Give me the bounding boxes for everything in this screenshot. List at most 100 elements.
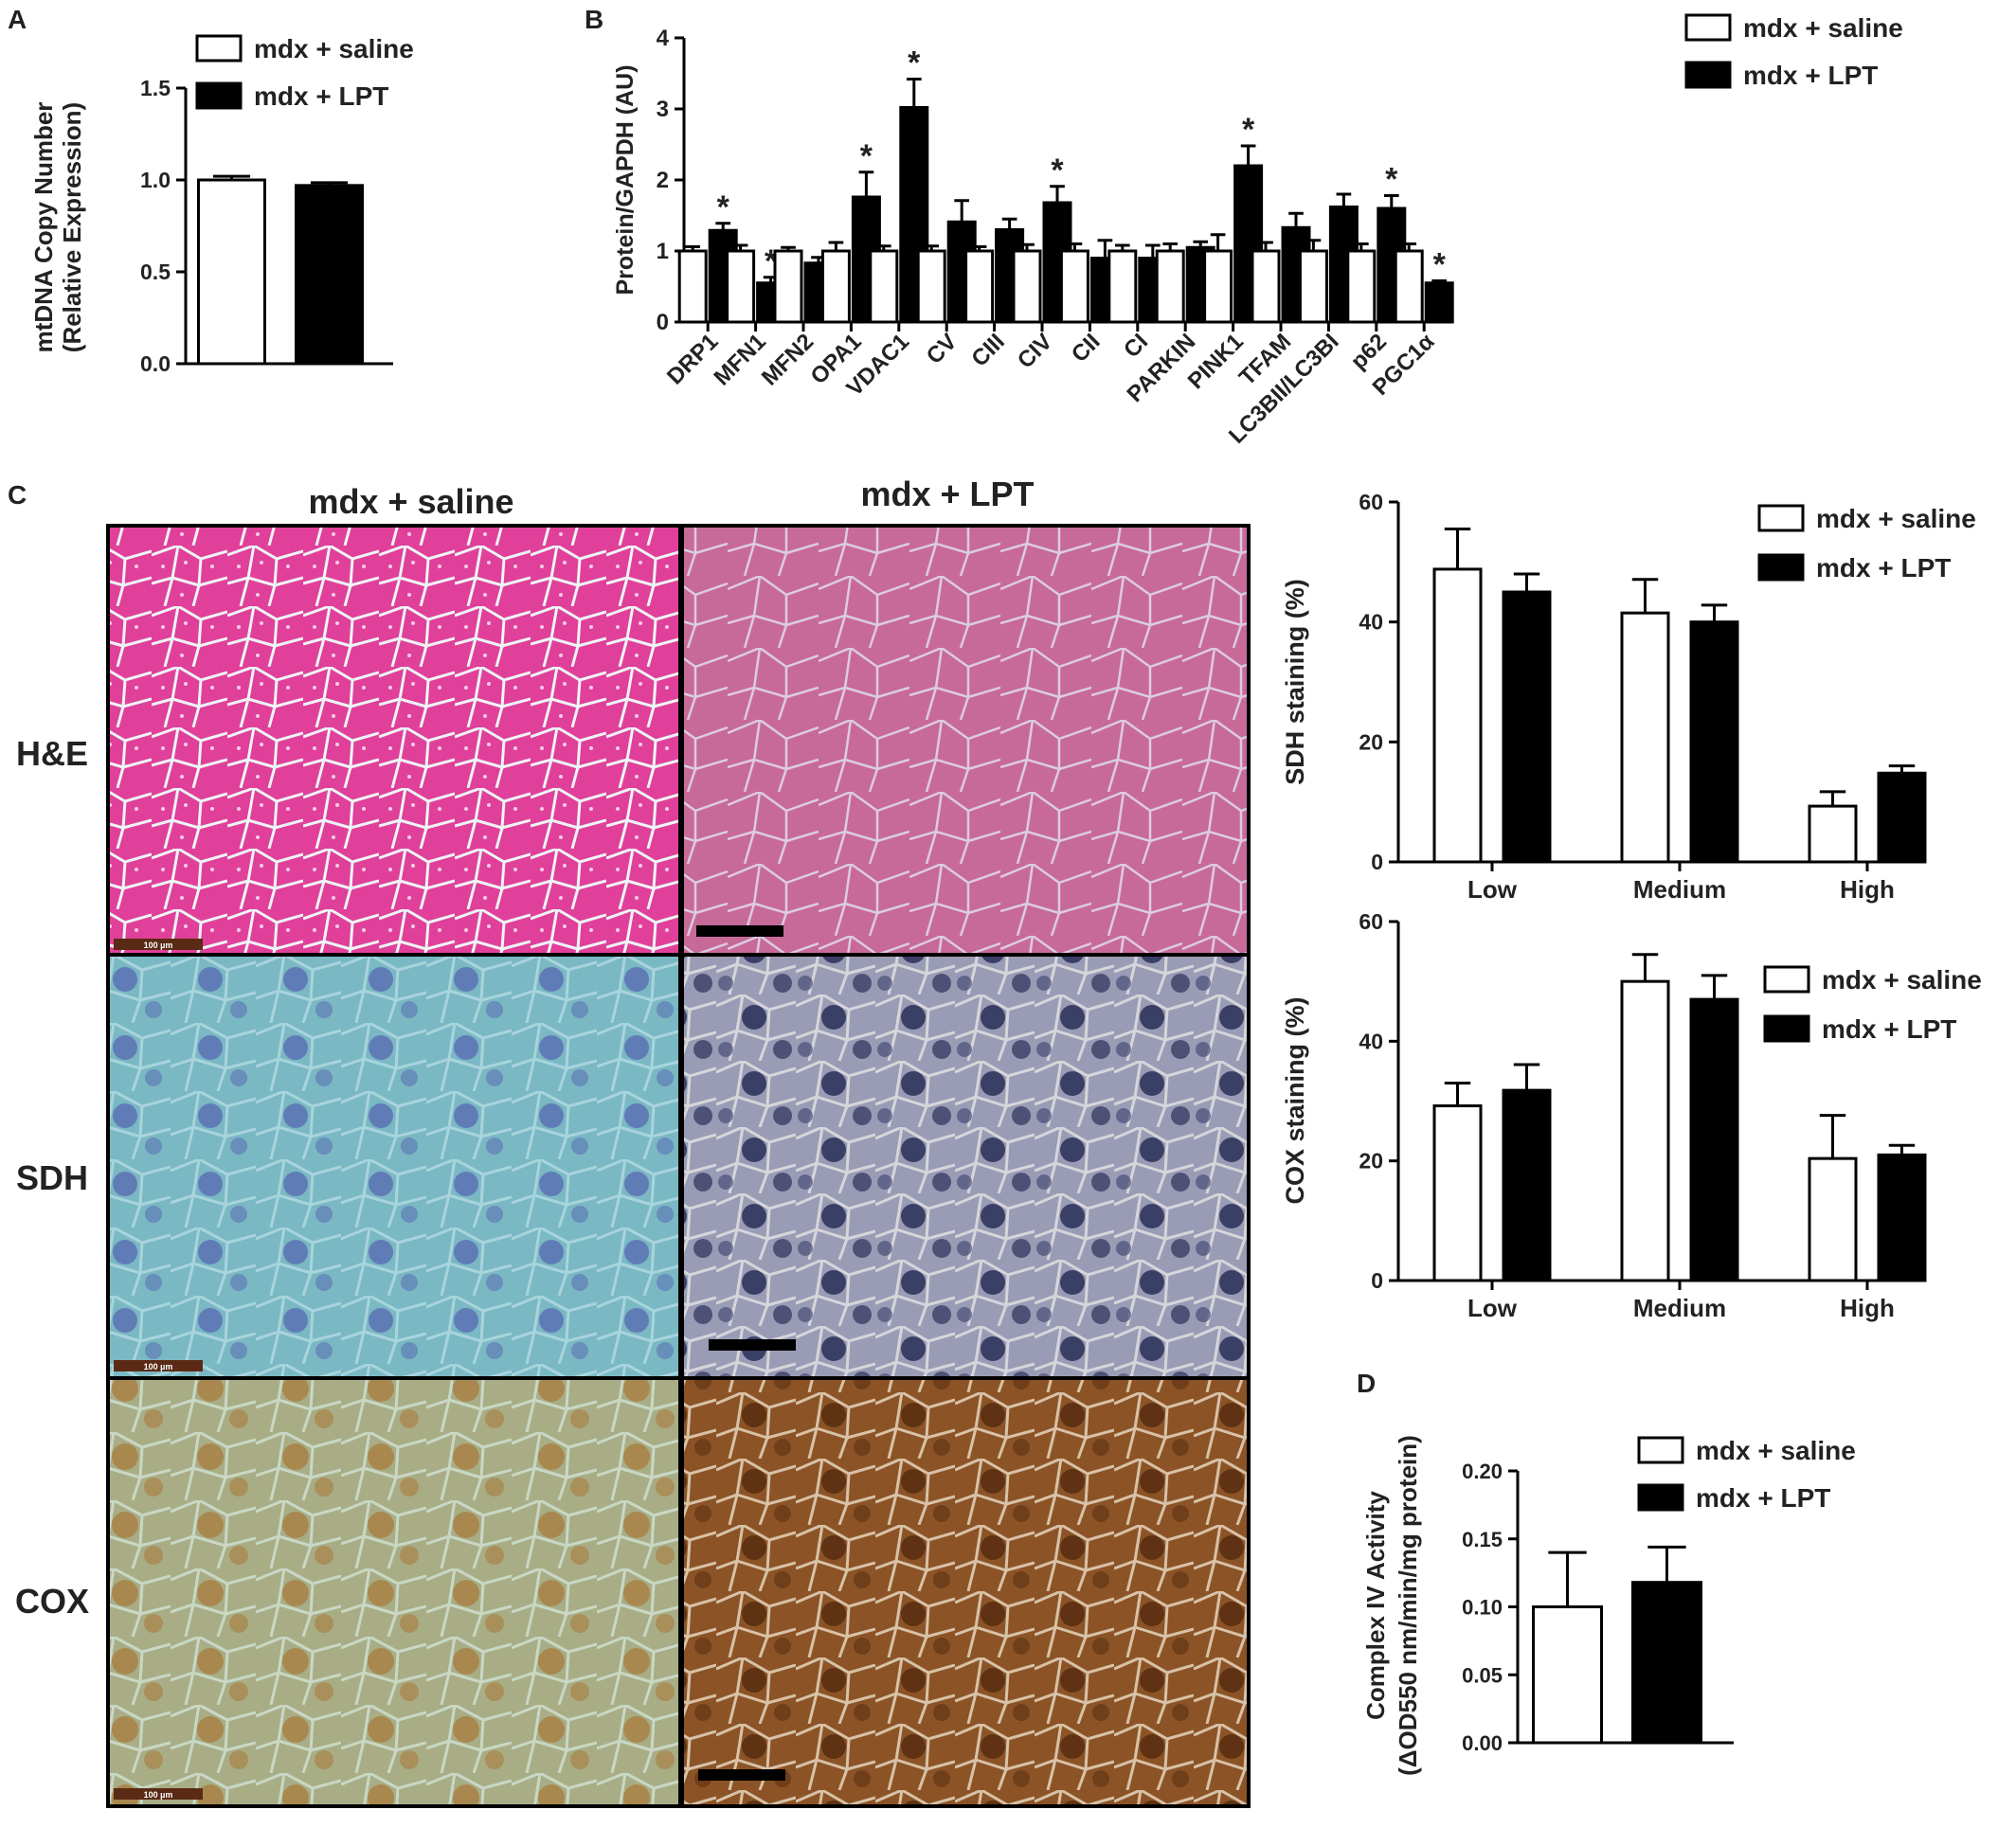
legend-label-saline: mdx + saline bbox=[254, 34, 414, 63]
bar-saline bbox=[869, 249, 899, 324]
row-label-sdh: SDH bbox=[16, 1158, 88, 1197]
legend-swatch-lpt bbox=[1757, 553, 1805, 582]
y-tick-label: 20 bbox=[1359, 1149, 1383, 1174]
bar-saline bbox=[1620, 979, 1670, 1282]
panel-label-b: B bbox=[585, 5, 603, 34]
bar-lpt bbox=[1877, 1153, 1927, 1282]
bar-lpt bbox=[1424, 281, 1454, 324]
y-tick-label: 0.0 bbox=[140, 351, 171, 376]
legend-swatch-lpt bbox=[1763, 1014, 1810, 1043]
bar-saline bbox=[1107, 249, 1138, 324]
y-axis-label: mtDNA Copy Number bbox=[29, 102, 58, 353]
scalebar-cox-lpt bbox=[698, 1769, 785, 1781]
x-category-label: High bbox=[1840, 875, 1895, 904]
legend-label-saline: mdx + saline bbox=[1743, 13, 1903, 43]
chart-c-sdh-staining: 0 20 40 60 SDH staining (%) Low Medium High mdx … bbox=[1281, 490, 1976, 904]
x-category-label: Medium bbox=[1633, 875, 1726, 904]
legend-label-lpt: mdx + LPT bbox=[254, 81, 388, 111]
scalebar-cox-saline bbox=[114, 1788, 203, 1800]
significance-star: * bbox=[908, 45, 921, 81]
bar-saline bbox=[677, 249, 708, 324]
x-category-label: CII bbox=[1067, 329, 1106, 367]
bar-saline bbox=[197, 178, 266, 366]
y-axis-label: SDH staining (%) bbox=[1281, 579, 1309, 785]
bar-saline bbox=[1432, 567, 1483, 864]
legend-label-lpt: mdx + LPT bbox=[1822, 1014, 1956, 1044]
micrograph-sdh-saline bbox=[106, 953, 682, 1380]
legend-label-lpt: mdx + LPT bbox=[1696, 1483, 1830, 1513]
y-axis-label: Complex IV Activity bbox=[1361, 1491, 1390, 1720]
y-tick-label: 60 bbox=[1359, 909, 1383, 934]
y-axis-label: COX staining (%) bbox=[1281, 996, 1309, 1204]
bar-lpt bbox=[295, 184, 364, 366]
bar-lpt bbox=[1689, 620, 1739, 864]
legend-swatch-saline bbox=[1763, 965, 1810, 994]
legend-swatch-lpt bbox=[1637, 1483, 1684, 1512]
y-axis-label: (ΔOD550 nm/min/mg protein) bbox=[1394, 1435, 1422, 1776]
bar-saline bbox=[1532, 1605, 1603, 1745]
y-tick-label: 60 bbox=[1359, 490, 1383, 514]
x-category-label: CIII bbox=[966, 329, 1009, 371]
legend-swatch-lpt bbox=[1684, 61, 1732, 89]
x-category-label: High bbox=[1840, 1294, 1895, 1322]
x-category-label: PINK1 bbox=[1183, 329, 1249, 394]
y-tick-label: 1 bbox=[657, 239, 669, 264]
y-tick-label: 20 bbox=[1359, 729, 1383, 754]
significance-star: * bbox=[1385, 162, 1398, 198]
row-label-cox: COX bbox=[15, 1582, 89, 1621]
chart-a-mtdna-copy-number: 0.0 0.5 1.0 1.5 mtDNA Copy Number (Relative E… bbox=[29, 34, 414, 376]
y-tick-label: 0 bbox=[657, 310, 669, 335]
chart-d-complex-iv-activity: 0.00 0.05 0.10 0.15 0.20 Complex IV Activity(… bbox=[1361, 1435, 1856, 1776]
bar-saline bbox=[1251, 249, 1281, 324]
legend-label-lpt: mdx + LPT bbox=[1816, 553, 1951, 582]
x-category-label: MFN2 bbox=[757, 329, 819, 390]
micrograph-cox-saline bbox=[106, 1376, 682, 1808]
bar-saline bbox=[964, 249, 995, 324]
legend-swatch-saline bbox=[1637, 1436, 1684, 1464]
bar-saline bbox=[1298, 249, 1328, 324]
legend-label-saline: mdx + saline bbox=[1816, 504, 1976, 533]
column-header-lpt: mdx + LPT bbox=[860, 475, 1034, 513]
bar-saline bbox=[1620, 611, 1670, 864]
y-tick-label: 0.05 bbox=[1462, 1663, 1503, 1687]
bar-saline bbox=[820, 249, 851, 324]
x-category-label: MFN1 bbox=[710, 329, 771, 390]
panel-label-c: C bbox=[8, 480, 27, 510]
legend-swatch-saline bbox=[195, 34, 243, 63]
legend-label-lpt: mdx + LPT bbox=[1743, 61, 1878, 90]
y-tick-label: 40 bbox=[1359, 610, 1383, 635]
y-tick-label: 4 bbox=[657, 26, 670, 51]
bar-saline bbox=[1059, 249, 1089, 324]
bar-saline bbox=[726, 249, 756, 324]
y-tick-label: 3 bbox=[657, 97, 669, 122]
bar-saline bbox=[1808, 804, 1858, 864]
micrograph-cox-lpt bbox=[680, 1376, 1251, 1808]
legend-swatch-lpt bbox=[195, 81, 243, 110]
scalebar-label-sdh: 100 µm bbox=[144, 1362, 173, 1371]
y-tick-label: 1.5 bbox=[140, 76, 171, 100]
x-category-label: DRP1 bbox=[662, 329, 723, 389]
micrograph-sdh-lpt bbox=[680, 953, 1251, 1380]
bar-lpt bbox=[1502, 1088, 1552, 1282]
significance-star: * bbox=[860, 138, 873, 174]
y-axis-label: (Relative Expression) bbox=[58, 102, 86, 352]
x-category-label: Medium bbox=[1633, 1294, 1726, 1322]
scalebar-label-he: 100 µm bbox=[144, 941, 173, 950]
x-category-label: CV bbox=[922, 329, 963, 369]
x-category-label: CIV bbox=[1013, 329, 1057, 373]
y-tick-label: 0 bbox=[1371, 850, 1383, 874]
bar-saline bbox=[1808, 1156, 1858, 1282]
significance-star: * bbox=[1242, 112, 1255, 148]
column-header-saline: mdx + saline bbox=[308, 482, 513, 521]
x-category-label: Low bbox=[1467, 1294, 1518, 1322]
bar-lpt bbox=[1502, 590, 1552, 864]
y-tick-label: 1.0 bbox=[140, 168, 171, 192]
x-category-label: CI bbox=[1119, 329, 1153, 363]
legend-swatch-saline bbox=[1757, 504, 1805, 532]
y-tick-label: 0.00 bbox=[1462, 1731, 1503, 1755]
scalebar-he-saline bbox=[114, 939, 203, 950]
scalebar-sdh-saline bbox=[114, 1360, 203, 1371]
legend-label-saline: mdx + saline bbox=[1822, 965, 1982, 995]
y-tick-label: 2 bbox=[657, 168, 669, 193]
y-tick-label: 0 bbox=[1371, 1268, 1383, 1293]
